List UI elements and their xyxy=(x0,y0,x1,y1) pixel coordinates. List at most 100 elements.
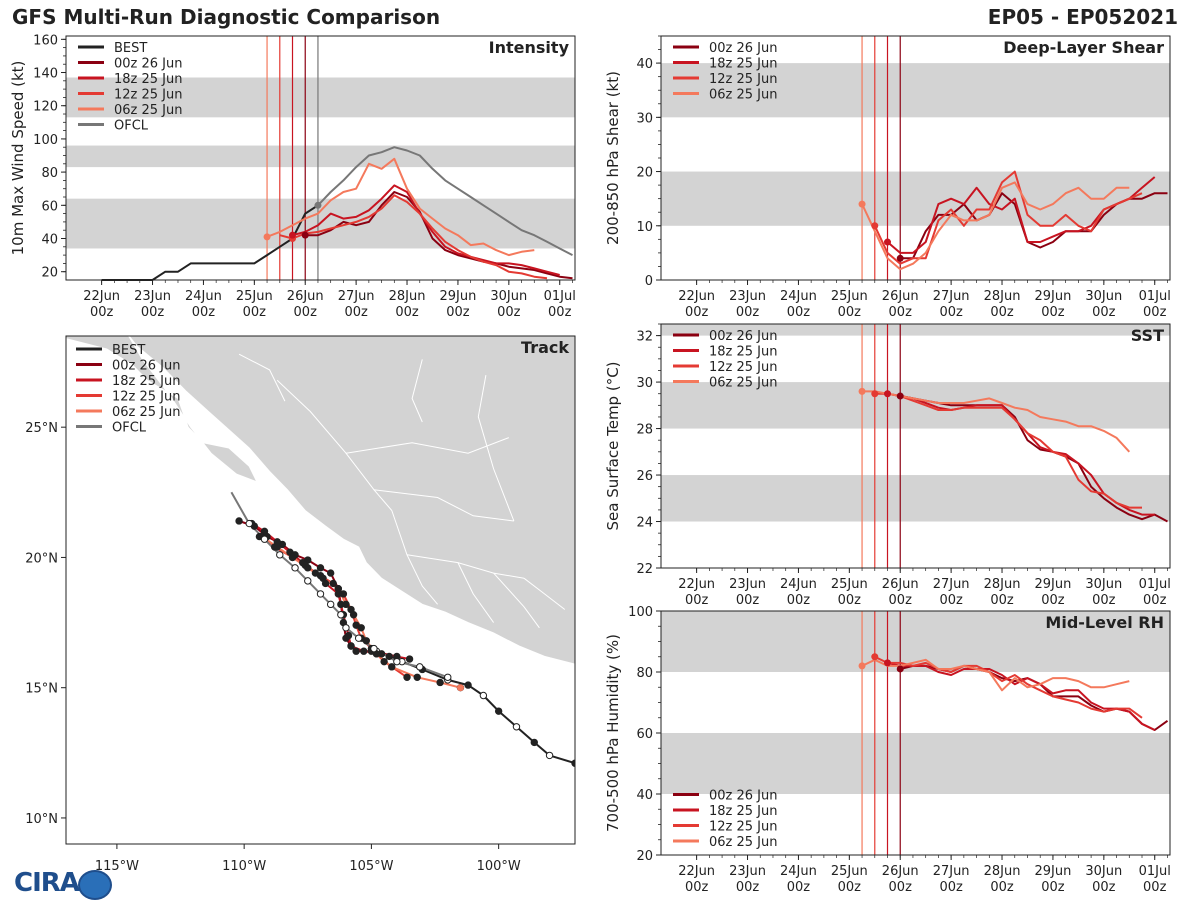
state-border-5 xyxy=(457,562,495,623)
ytick-label-sst: 22 xyxy=(636,562,653,577)
init-point-rh-0 xyxy=(858,662,866,670)
legend-label-intensity: OFCL xyxy=(114,119,149,134)
xtick-hour-shear: 00z xyxy=(787,305,811,320)
init-point-shear-3 xyxy=(896,254,904,262)
track-point-ofcl xyxy=(370,644,378,653)
series-rh-run18z25 xyxy=(887,661,1156,731)
ylabel-shear: 200-850 hPa Shear (kt) xyxy=(604,71,622,245)
state-border-7 xyxy=(238,353,286,402)
xtick-day-rh: 22Jun xyxy=(678,864,715,879)
track-legend-label: 12z 25 Jun xyxy=(112,390,181,405)
ytick-label-intensity: 100 xyxy=(33,133,58,148)
xtick-day-shear: 22Jun xyxy=(678,289,715,304)
xtick-hour-rh: 00z xyxy=(1143,880,1167,895)
track-point-run12z25 xyxy=(339,590,348,598)
xtick-day-intensity: 29Jun xyxy=(440,289,477,304)
ytick-label-shear: 0 xyxy=(645,274,653,289)
legend-label-intensity: 00z 26 Jun xyxy=(114,57,183,72)
track-point-run06z25 xyxy=(436,678,444,687)
ytick-label-rh: 80 xyxy=(636,666,653,681)
track-point-run12z25 xyxy=(329,579,337,588)
init-point-intensity-3 xyxy=(301,231,309,239)
globe-icon xyxy=(78,870,112,900)
legend-label-shear: 00z 26 Jun xyxy=(709,41,778,56)
ytick-label-rh: 100 xyxy=(628,605,653,620)
mexico-land xyxy=(128,336,575,665)
panel-rh: 2040608010022Jun00z23Jun00z24Jun00z25Jun… xyxy=(604,605,1171,895)
legend-label-intensity: BEST xyxy=(114,41,147,56)
ytick-label-rh: 20 xyxy=(636,849,653,864)
panel-track: 115°W 110°W 105°W 100°W 10°N 15°N 20°N 25°N Trac… xyxy=(25,335,576,874)
xtick-day-rh: 24Jun xyxy=(780,864,817,879)
storm-id: EP05 - EP052021 xyxy=(987,5,1178,29)
xtick-hour-sst: 00z xyxy=(889,593,913,608)
series-intensity-run06z25 xyxy=(266,157,535,257)
init-point-rh-2 xyxy=(884,659,892,667)
xtick-hour-rh: 00z xyxy=(736,880,760,895)
series-sst-run12z25 xyxy=(874,392,1142,509)
track-ytick-label: 25°N xyxy=(25,421,58,436)
track-point-run06z25 xyxy=(362,637,371,645)
xtick-hour-rh: 00z xyxy=(990,880,1014,895)
ytick-label-sst: 24 xyxy=(636,516,653,531)
track-point-best xyxy=(464,681,472,689)
init-point-intensity-0 xyxy=(263,233,271,241)
xtick-day-rh: 29Jun xyxy=(1035,864,1072,879)
xtick-hour-shear: 00z xyxy=(1143,305,1167,320)
panel-shear: 01020304022Jun00z23Jun00z24Jun00z25Jun00… xyxy=(604,35,1171,320)
track-point-run12z25 xyxy=(380,657,388,666)
xtick-day-rh: 01Jul xyxy=(1139,864,1171,879)
ytick-label-sst: 32 xyxy=(636,330,653,345)
track-point-run06z25 xyxy=(349,611,358,619)
track-ytick-label: 10°N xyxy=(25,812,58,827)
xtick-day-sst: 24Jun xyxy=(780,577,817,592)
track-point-run12z25 xyxy=(403,673,411,681)
track-init-point-0 xyxy=(456,684,464,692)
xtick-day-intensity: 28Jun xyxy=(389,289,426,304)
xtick-hour-intensity: 00z xyxy=(344,305,368,320)
xtick-hour-intensity: 00z xyxy=(141,305,165,320)
track-point-best xyxy=(479,691,488,700)
track-xtick-label: 105°W xyxy=(349,859,393,874)
xtick-hour-shear: 00z xyxy=(939,305,963,320)
xtick-hour-rh: 00z xyxy=(889,880,913,895)
xtick-hour-sst: 00z xyxy=(939,593,963,608)
frame-sst xyxy=(660,323,1171,569)
xtick-day-shear: 01Jul xyxy=(1139,289,1171,304)
panel-title-sst: SST xyxy=(1131,326,1164,345)
xtick-hour-shear: 00z xyxy=(736,305,760,320)
xtick-hour-intensity: 00z xyxy=(294,305,318,320)
track-point-ofcl xyxy=(276,551,284,559)
track-point-ofcl xyxy=(342,624,350,632)
track-legend-label: OFCL xyxy=(112,421,147,436)
xtick-day-shear: 29Jun xyxy=(1035,289,1072,304)
init-point-shear-2 xyxy=(884,238,892,246)
xtick-day-shear: 26Jun xyxy=(882,289,919,304)
xtick-day-intensity: 30Jun xyxy=(490,289,527,304)
track-point-run00z26 xyxy=(352,647,360,655)
legend-label-shear: 12z 25 Jun xyxy=(709,72,778,87)
ytick-label-sst: 28 xyxy=(636,423,653,438)
init-point-rh-3 xyxy=(896,665,904,673)
ylabel-intensity: 10m Max Wind Speed (kt) xyxy=(9,61,27,256)
track-point-run06z25 xyxy=(342,600,350,609)
init-point-sst-0 xyxy=(858,387,866,395)
state-border-2 xyxy=(373,489,514,522)
baja-land xyxy=(66,336,258,483)
xtick-day-rh: 26Jun xyxy=(882,864,919,879)
state-border-1 xyxy=(345,437,509,454)
ytick-label-shear: 30 xyxy=(636,111,653,126)
track-legend-label: BEST xyxy=(112,343,145,358)
legend-label-sst: 00z 26 Jun xyxy=(709,329,778,344)
state-border-10 xyxy=(523,577,566,610)
xtick-hour-rh: 00z xyxy=(787,880,811,895)
xtick-hour-shear: 00z xyxy=(1092,305,1116,320)
xtick-day-shear: 28Jun xyxy=(984,289,1021,304)
legend-label-rh: 00z 26 Jun xyxy=(709,789,778,804)
xtick-day-rh: 27Jun xyxy=(933,864,970,879)
panel-title-shear: Deep-Layer Shear xyxy=(1003,38,1164,57)
ytick-label-rh: 40 xyxy=(636,788,653,803)
track-legend-label: 00z 26 Jun xyxy=(112,359,181,374)
legend-label-rh: 12z 25 Jun xyxy=(709,820,778,835)
